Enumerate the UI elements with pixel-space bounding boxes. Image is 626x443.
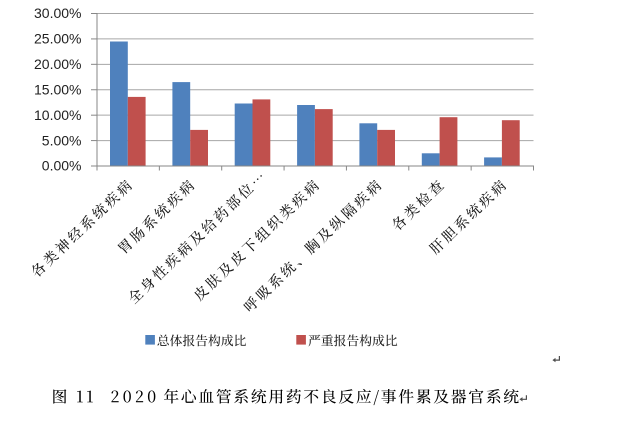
svg-text:20.00%: 20.00% — [34, 56, 81, 72]
svg-text:25.00%: 25.00% — [34, 31, 81, 47]
svg-text:10.00%: 10.00% — [34, 107, 81, 123]
svg-text:0.00%: 0.00% — [42, 158, 82, 174]
svg-text:30.00%: 30.00% — [34, 5, 81, 21]
svg-text:15.00%: 15.00% — [34, 82, 81, 98]
svg-text:5.00%: 5.00% — [42, 132, 82, 148]
